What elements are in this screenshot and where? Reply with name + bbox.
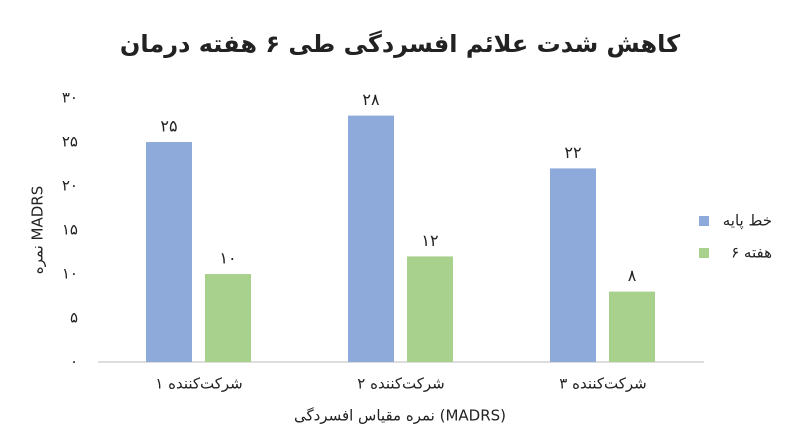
y-tick-label: ۲۰ [62, 177, 78, 195]
legend-label: هفته ۶ [731, 244, 772, 262]
x-tick-label: شرکت‌کننده ۲ [357, 375, 444, 393]
bar [205, 274, 251, 362]
value-label: ۲۵ [160, 117, 177, 136]
y-tick-label: ۱۰ [62, 265, 78, 283]
value-label: ۸ [628, 266, 637, 285]
legend-swatch [699, 216, 709, 226]
y-tick-label: ۵ [70, 309, 78, 327]
chart-title: کاهش شدت علائم افسردگی طی ۶ هفته درمان [120, 30, 680, 58]
x-tick-label: شرکت‌کننده ۳ [559, 375, 646, 393]
value-label: ۱۰ [219, 249, 236, 268]
x-tick-label: شرکت‌کننده ۱ [155, 375, 242, 393]
bar [348, 115, 394, 362]
bar [550, 168, 596, 362]
y-tick-label: ۰ [70, 353, 78, 371]
x-axis-label: نمره مقیاس افسردگی (MADRS) [294, 407, 506, 425]
legend-label: خط پایه [723, 212, 772, 231]
legend-swatch [699, 248, 709, 258]
y-tick-label: ۲۵ [62, 133, 78, 151]
value-label: ۲۲ [564, 143, 581, 162]
bar [407, 256, 453, 362]
y-axis-label: نمره MADRS [29, 186, 47, 274]
y-tick-label: ۳۰ [62, 89, 78, 107]
bar [609, 291, 655, 362]
bar [146, 142, 192, 362]
value-label: ۲۸ [362, 90, 380, 109]
value-label: ۱۲ [421, 231, 438, 250]
y-tick-label: ۱۵ [62, 221, 78, 239]
